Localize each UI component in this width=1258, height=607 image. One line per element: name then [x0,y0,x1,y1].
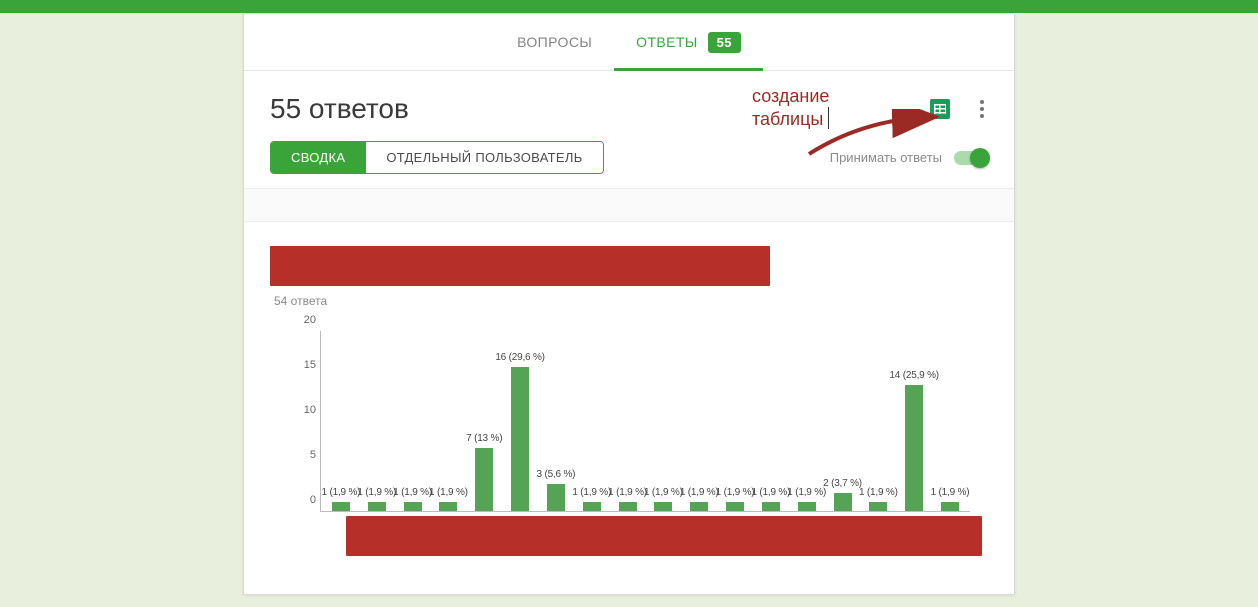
create-spreadsheet-icon[interactable] [930,99,950,119]
chart-bar: 1 (1,9 %) [323,487,359,511]
question-section: 54 ответа 05101520 1 (1,9 %)1 (1,9 %)1 (… [244,222,1014,556]
chart-bar: 1 (1,9 %) [395,487,431,511]
chart-bar-rect [475,448,493,511]
chart-bar: 1 (1,9 %) [932,487,968,511]
chart-bar-label: 2 (3,7 %) [823,478,862,489]
accept-responses-toggle[interactable] [954,151,988,165]
chart-bar: 2 (3,7 %) [825,478,861,511]
chart-bar-label: 1 (1,9 %) [931,487,970,498]
question-title-redacted [270,246,770,286]
chart-bar: 1 (1,9 %) [789,487,825,511]
chart-x-labels-redacted [346,516,982,556]
chart-bar-label: 1 (1,9 %) [859,487,898,498]
chart-bar: 1 (1,9 %) [359,487,395,511]
chart-bar-rect [511,367,529,511]
chart-bar-label: 1 (1,9 %) [680,487,719,498]
chart-bar-label: 1 (1,9 %) [716,487,755,498]
chart-y-tick: 20 [288,314,316,326]
tab-responses-label: ОТВЕТЫ [636,34,697,50]
chart-bar-rect [439,502,457,511]
chart-bar: 1 (1,9 %) [753,487,789,511]
more-menu-icon[interactable] [976,96,988,122]
chart-y-tick: 15 [288,359,316,371]
chart-bar-rect [547,484,565,511]
section-gap [244,188,1014,222]
chart-bar-rect [762,502,780,511]
chart-bar-label: 14 (25,9 %) [889,370,939,381]
chart-bar-rect [404,502,422,511]
chart-bar-rect [583,502,601,511]
chart-bar: 1 (1,9 %) [717,487,753,511]
chart-bar-label: 1 (1,9 %) [429,487,468,498]
view-individual-button[interactable]: ОТДЕЛЬНЫЙ ПОЛЬЗОВАТЕЛЬ [365,142,602,173]
chart-bar-label: 1 (1,9 %) [572,487,611,498]
chart-y-tick: 5 [288,449,316,461]
chart-bar-rect [368,502,386,511]
chart-bar-label: 1 (1,9 %) [608,487,647,498]
form-tabs: ВОПРОСЫ ОТВЕТЫ 55 [244,14,1014,71]
chart-bar-label: 16 (29,6 %) [495,352,545,363]
chart-bar: 1 (1,9 %) [860,487,896,511]
tab-responses[interactable]: ОТВЕТЫ 55 [614,14,763,70]
chart-bar-rect [941,502,959,511]
view-toggle: СВОДКА ОТДЕЛЬНЫЙ ПОЛЬЗОВАТЕЛЬ [270,141,604,174]
bar-chart: 05101520 1 (1,9 %)1 (1,9 %)1 (1,9 %)1 (1… [320,328,970,518]
accept-responses-label: Принимать ответы [830,150,942,165]
chart-bar: 1 (1,9 %) [430,487,466,511]
view-individual-label: ОТДЕЛЬНЫЙ ПОЛЬЗОВАТЕЛЬ [386,150,582,165]
chart-bar: 1 (1,9 %) [574,487,610,511]
tab-questions-label: ВОПРОСЫ [517,34,592,50]
chart-y-tick: 10 [288,404,316,416]
responses-count-badge: 55 [708,32,741,53]
accept-responses: Принимать ответы [830,150,988,165]
chart-bar-label: 1 (1,9 %) [357,487,396,498]
chart-bar-rect [869,502,887,511]
chart-bar-label: 1 (1,9 %) [322,487,361,498]
chart-y-axis: 05101520 [288,328,316,512]
chart-plot: 1 (1,9 %)1 (1,9 %)1 (1,9 %)1 (1,9 %)7 (1… [320,331,970,512]
app-topbar [0,0,1258,13]
tab-questions[interactable]: ВОПРОСЫ [495,14,614,70]
header-actions [930,96,988,122]
chart-bars: 1 (1,9 %)1 (1,9 %)1 (1,9 %)1 (1,9 %)7 (1… [321,331,970,511]
chart-bar-rect [798,502,816,511]
chart-bar-rect [905,385,923,511]
chart-bar-label: 7 (13 %) [466,433,502,444]
chart-bar: 16 (29,6 %) [502,352,538,511]
chart-bar: 14 (25,9 %) [896,370,932,511]
chart-y-tick: 0 [288,494,316,506]
responses-title: 55 ответов [270,93,409,125]
chart-bar: 7 (13 %) [466,433,502,511]
view-controls-row: СВОДКА ОТДЕЛЬНЫЙ ПОЛЬЗОВАТЕЛЬ Принимать … [244,137,1014,188]
chart-bar-label: 3 (5,6 %) [537,469,576,480]
chart-bar-rect [690,502,708,511]
chart-bar-rect [654,502,672,511]
chart-bar: 1 (1,9 %) [610,487,646,511]
question-response-count: 54 ответа [274,294,988,308]
chart-bar-label: 1 (1,9 %) [787,487,826,498]
chart-bar-label: 1 (1,9 %) [644,487,683,498]
view-summary-label: СВОДКА [291,150,345,165]
chart-bar-label: 1 (1,9 %) [393,487,432,498]
chart-bar: 1 (1,9 %) [645,487,681,511]
responses-header: 55 ответов [244,71,1014,137]
chart-bar: 1 (1,9 %) [681,487,717,511]
chart-bar: 3 (5,6 %) [538,469,574,511]
chart-bar-rect [332,502,350,511]
form-card: ВОПРОСЫ ОТВЕТЫ 55 55 ответов СВОДКА ОТДЕ… [243,13,1015,595]
chart-bar-rect [726,502,744,511]
view-summary-button[interactable]: СВОДКА [271,142,365,173]
chart-bar-rect [619,502,637,511]
chart-bar-label: 1 (1,9 %) [751,487,790,498]
chart-bar-rect [834,493,852,511]
